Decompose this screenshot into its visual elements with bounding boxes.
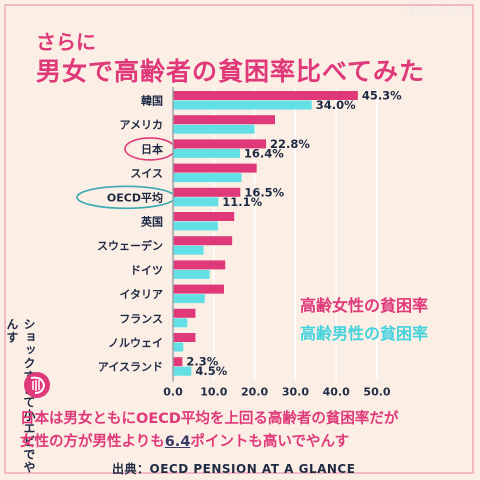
note-line-1: 日本は男女ともにOECD平均を上回る高齢者の貧困率だが <box>20 411 399 427</box>
bar-female <box>173 115 275 125</box>
category-label: ノルウェイ <box>108 337 163 350</box>
category-label: 韓国 <box>141 94 163 108</box>
note-line-2-pre: 女性の方が男性よりも <box>20 434 165 450</box>
x-tick-label: 10.0 <box>200 385 227 398</box>
bar-female <box>173 357 183 367</box>
note-highlight-value: 6.4 <box>164 434 191 450</box>
page-subtitle: さらに <box>36 30 96 54</box>
data-label: 4.5% <box>195 364 227 378</box>
source-credit: 出典：OECD PENSION AT A GLANCE <box>112 462 356 476</box>
bar-female <box>173 284 224 294</box>
bar-female <box>173 187 241 197</box>
bar-male <box>173 124 255 134</box>
summary-note: 日本は男女ともにOECD平均を上回る高齢者の貧困率だが 女性の方が男性よりも6.… <box>20 408 466 454</box>
data-label: 2.3% <box>186 355 218 369</box>
note-line-2: 女性の方が男性よりも6.4ポイントも高いでやんす <box>20 431 466 454</box>
note-line-2-post: ポイントも高いでやんす <box>190 434 350 450</box>
side-caption: ショックすぎて小エビでやんす <box>5 318 36 474</box>
category-label: アイスランド <box>98 361 163 374</box>
bar-male <box>173 245 204 255</box>
data-label: 34.0% <box>316 98 356 112</box>
bar-male <box>173 197 219 207</box>
category-label: 英国 <box>140 215 163 229</box>
legend-female: 高齢女性の貧困率 <box>300 296 429 315</box>
data-label: 45.3% <box>362 89 402 103</box>
shrimp-logo-icon <box>24 372 50 398</box>
category-label: フランス <box>119 312 163 325</box>
bar-male <box>173 269 210 279</box>
bar-female <box>173 236 233 246</box>
bar-male <box>173 294 205 304</box>
bar-female <box>173 163 257 173</box>
category-label: スウェーデン <box>97 239 163 253</box>
x-tick-label: 50.0 <box>363 385 390 398</box>
x-tick-label: 20.0 <box>241 385 268 398</box>
data-label: 11.1% <box>222 195 262 209</box>
bar-female <box>173 260 226 270</box>
bar-male <box>173 318 188 328</box>
bar-female <box>173 212 235 221</box>
bar-female <box>173 139 267 149</box>
bar-male <box>173 100 312 110</box>
x-tick-label: 0.0 <box>163 385 183 398</box>
watermark: EVIDENCE <box>406 6 472 17</box>
category-label: 日本 <box>141 142 163 156</box>
bar-male <box>173 148 240 158</box>
category-label: スイス <box>130 167 163 180</box>
page-title: 男女で高齢者の貧困率比べてみた <box>36 57 426 86</box>
legend-male: 高齢男性の貧困率 <box>300 324 429 343</box>
bar-female <box>173 308 196 318</box>
data-label: 22.8% <box>270 137 310 151</box>
x-tick-label: 40.0 <box>323 385 350 398</box>
data-label: 16.4% <box>244 146 284 160</box>
data-label: 16.5% <box>244 185 284 199</box>
bar-male <box>173 342 184 352</box>
bar-female <box>173 91 358 100</box>
bar-male <box>173 366 192 376</box>
category-label: ドイツ <box>130 264 163 277</box>
category-label: アメリカ <box>120 119 163 132</box>
x-tick-label: 30.0 <box>282 385 309 398</box>
category-label: OECD平均 <box>107 190 163 204</box>
bar-female <box>173 333 196 342</box>
page-frame <box>4 4 474 474</box>
bar-male <box>173 173 242 183</box>
category-label: イタリア <box>119 288 163 301</box>
bar-male <box>173 221 218 231</box>
